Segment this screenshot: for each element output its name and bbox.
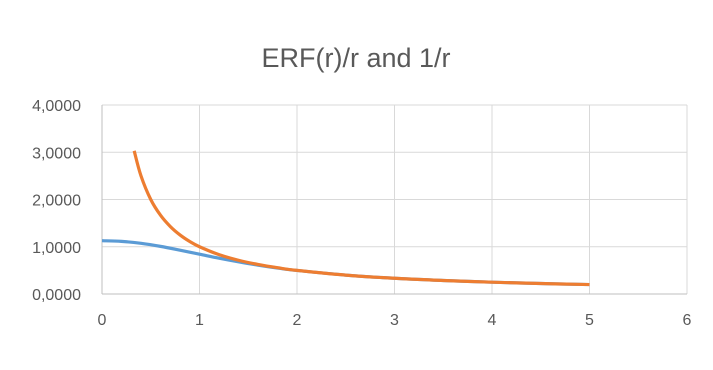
x-tick-label: 3 [390,312,399,329]
x-tick-label: 4 [488,312,497,329]
chart-title: ERF(r)/r and 1/r [261,43,450,73]
y-tick-label: 1,0000 [32,240,81,257]
axes: 0,0000 1,0000 2,0000 3,0000 4,0000 0 1 2 3 4 5 6 [32,98,691,329]
y-tick-label: 0,0000 [32,287,81,304]
series-line-1 [101,239,590,287]
x-tick-label: 2 [293,312,302,329]
y-tick-label: 4,0000 [32,98,81,115]
gridlines [102,104,688,294]
x-tick-label: 0 [98,312,107,329]
y-tick-label: 3,0000 [32,145,81,162]
x-tick-label: 5 [585,312,594,329]
y-tick-label: 2,0000 [32,193,81,210]
x-tick-label: 1 [195,312,204,329]
series-group [101,150,590,287]
series-line-2 [132,150,590,287]
x-tick-label: 6 [683,312,692,329]
